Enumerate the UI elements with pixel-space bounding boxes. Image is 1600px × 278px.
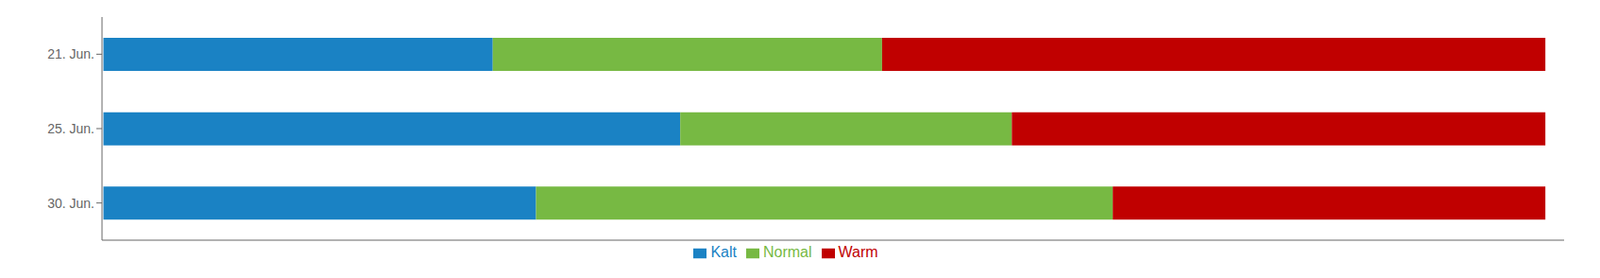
svg-text:21. Jun.: 21. Jun. (47, 46, 95, 62)
html-text:Kalt: Kalt (710, 243, 737, 260)
html-text:Normal: Normal (763, 243, 812, 260)
svg-text:25. Jun.: 25. Jun. (47, 120, 95, 137)
html-text:Warm: Warm (838, 243, 879, 260)
svg-text:30. Jun.: 30. Jun. (47, 195, 95, 211)
